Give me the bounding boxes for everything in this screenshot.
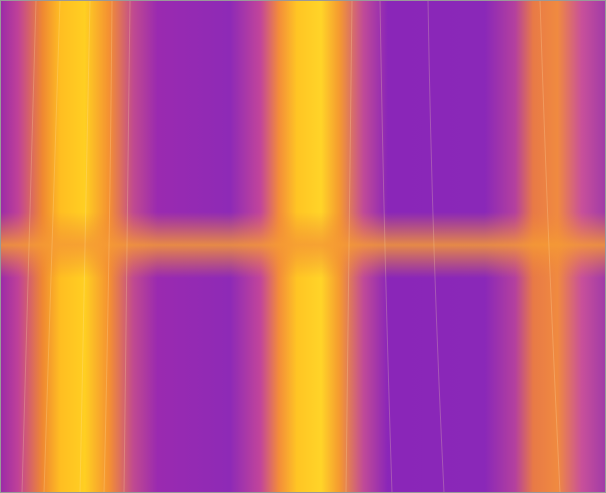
horizontal-heat-band xyxy=(0,212,606,278)
